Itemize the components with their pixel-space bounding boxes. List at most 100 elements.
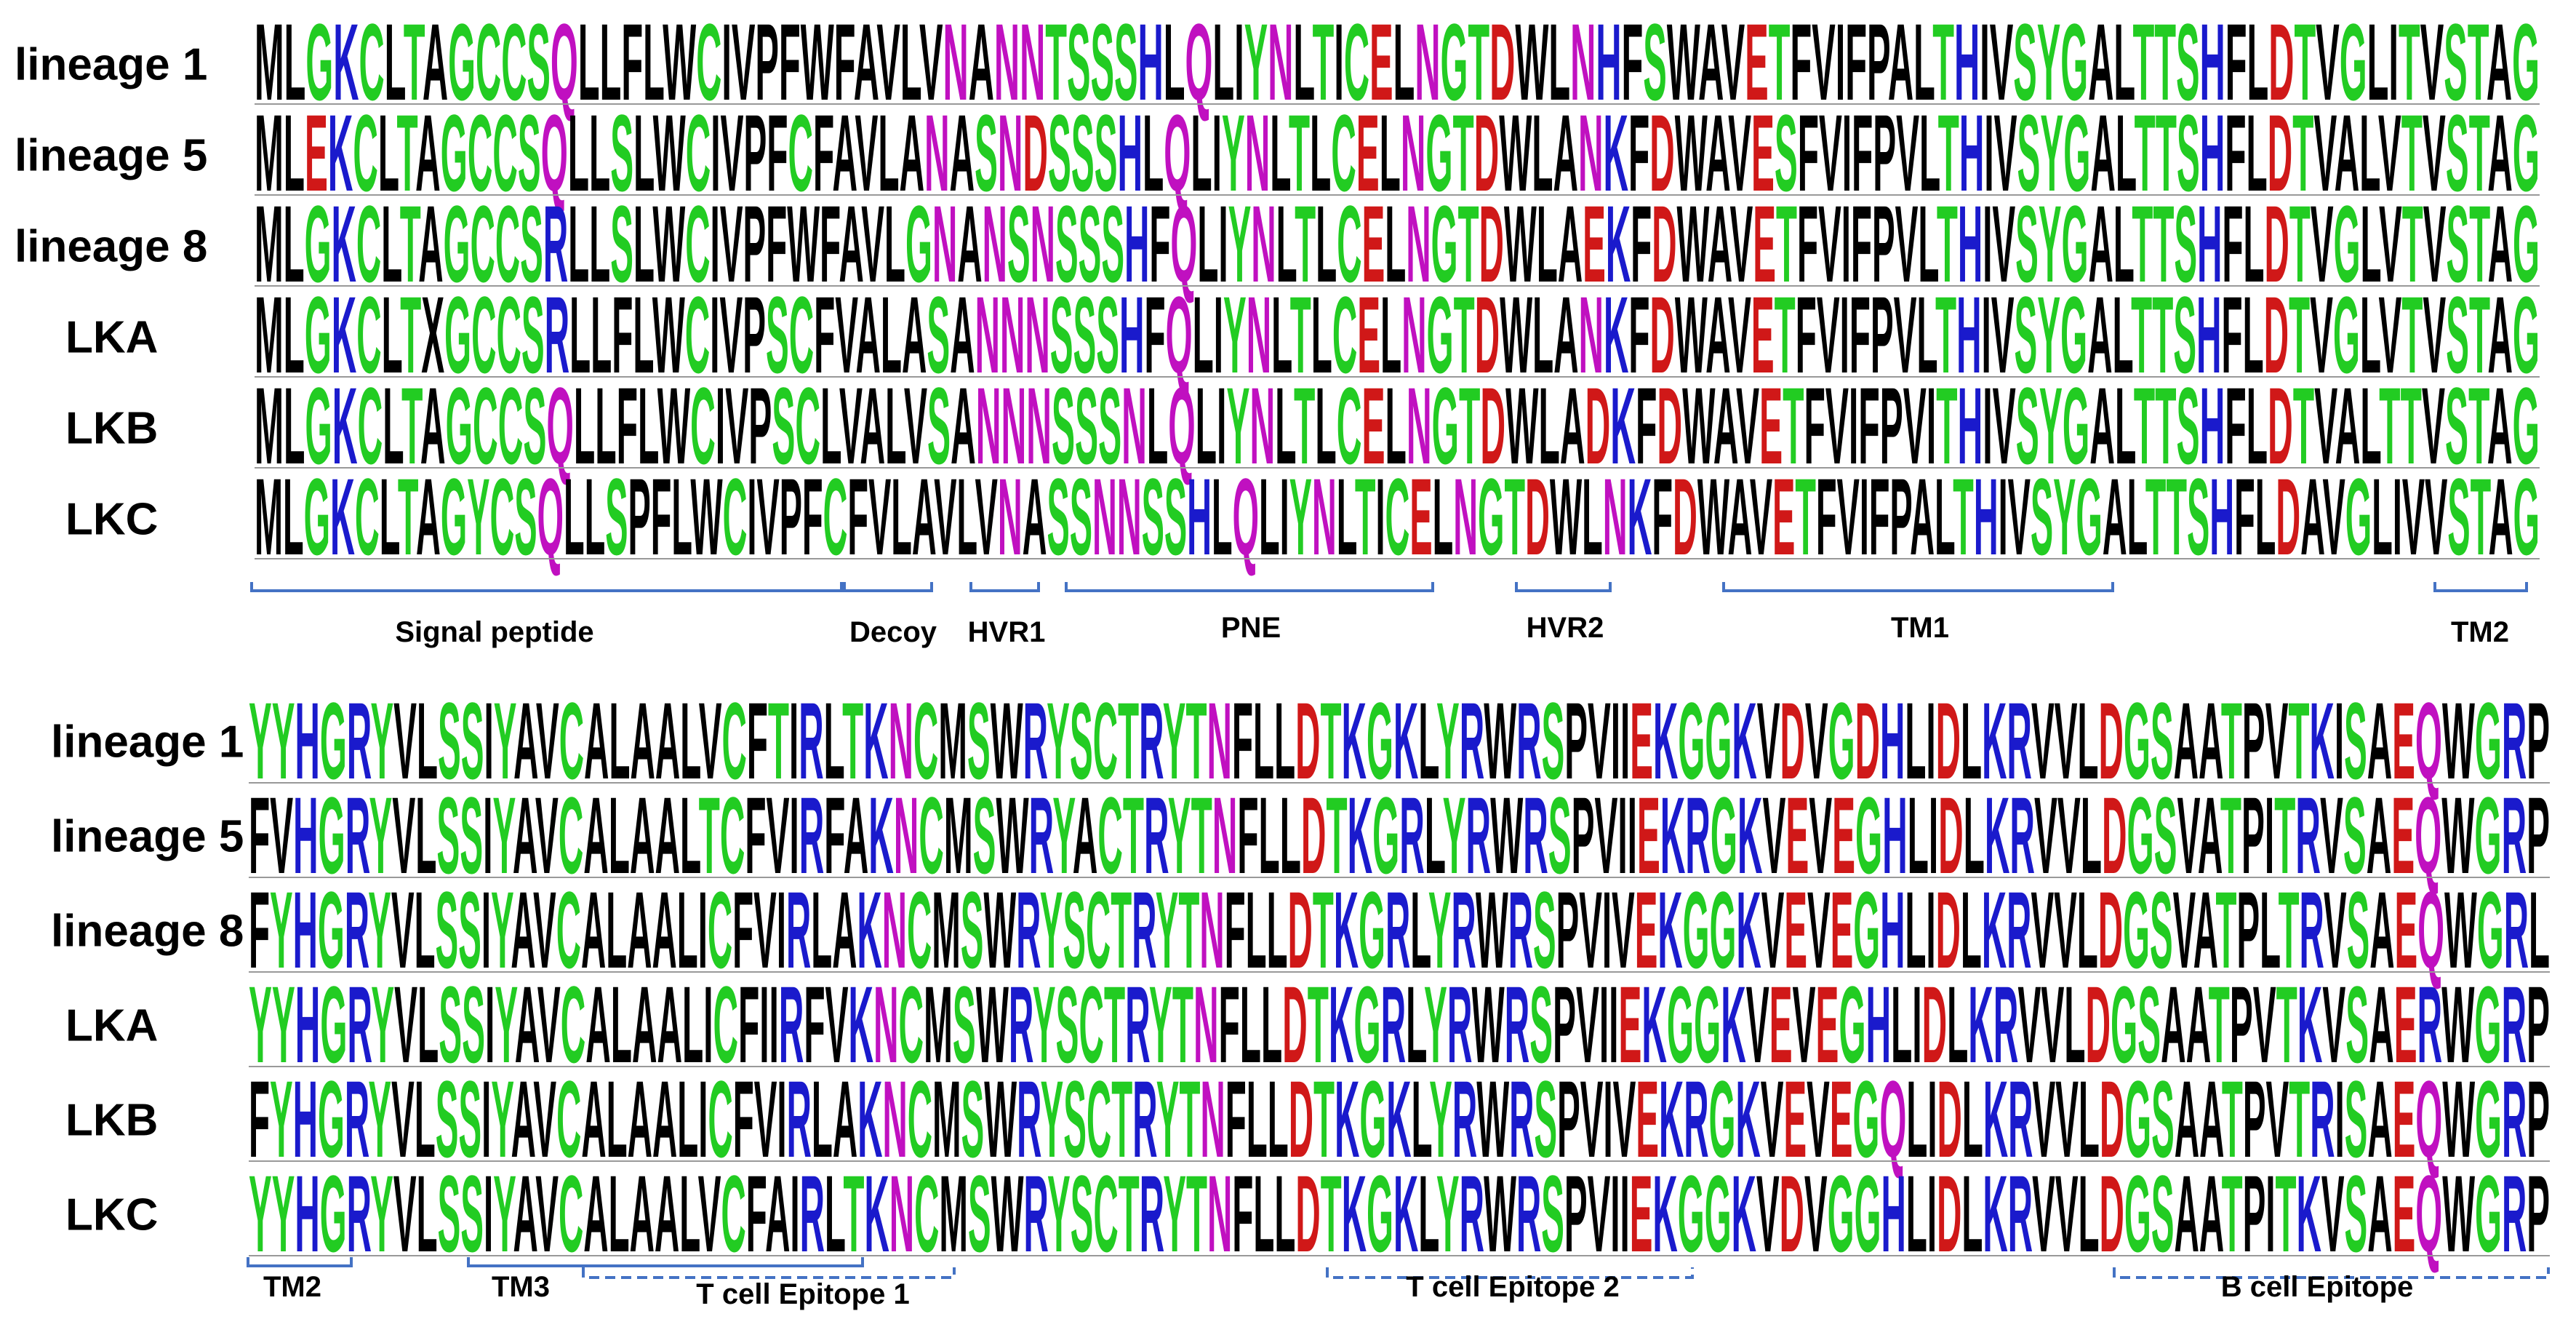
residue: A	[2175, 1058, 2199, 1180]
residue: V	[2041, 963, 2064, 1085]
residue: F	[1851, 183, 1872, 305]
residue: V	[2033, 1058, 2056, 1180]
residue: V	[2423, 92, 2446, 214]
residue: V	[392, 774, 415, 896]
residue: R	[2502, 963, 2527, 1085]
residue: T	[1111, 1058, 1132, 1180]
residue: A	[2489, 455, 2513, 578]
residue: G	[441, 455, 467, 578]
residue: G	[1683, 869, 1710, 991]
residue: P	[755, 1, 779, 123]
residue: G	[1372, 774, 1399, 896]
residue: Y	[1156, 1058, 1180, 1180]
residue: L	[2064, 963, 2085, 1085]
region-label: TM2	[263, 1271, 321, 1303]
residue: C	[559, 774, 584, 896]
residue: T	[400, 183, 421, 305]
residue: A	[2367, 1152, 2392, 1275]
residue: P	[1564, 680, 1588, 802]
residue: T	[2156, 92, 2177, 214]
residue: G	[2076, 455, 2102, 578]
residue: A	[2174, 680, 2199, 802]
residue: S	[436, 774, 460, 896]
residue: V	[1579, 869, 1602, 991]
residue: F	[1225, 1058, 1247, 1180]
residue: M	[255, 364, 284, 487]
residue: A	[950, 274, 975, 396]
residue: W	[1682, 364, 1716, 487]
residue: N	[998, 455, 1023, 578]
residue: L	[1212, 1, 1234, 123]
residue: R	[1017, 1058, 1041, 1180]
residue: G	[2513, 364, 2540, 487]
residue: L	[1913, 1, 1935, 123]
residue: I	[759, 963, 769, 1085]
residue: C	[355, 455, 380, 578]
residue: L	[881, 274, 902, 396]
residue: T	[398, 455, 418, 578]
residue: N	[1025, 274, 1049, 396]
residue: L	[1380, 274, 1401, 396]
residue: G	[905, 183, 932, 305]
residue: T	[1290, 274, 1311, 396]
residue: K	[333, 1, 359, 123]
residue: F	[1219, 963, 1240, 1085]
residue: Y	[369, 774, 392, 896]
residue: G	[2475, 680, 2502, 802]
residue: N	[1092, 455, 1117, 578]
residue: C	[1086, 869, 1111, 991]
residue: L	[2077, 680, 2098, 802]
residue: D	[2268, 92, 2293, 214]
residue: T	[1313, 1058, 1335, 1180]
residue: L	[380, 455, 399, 578]
residue: P	[780, 455, 802, 578]
residue: K	[1604, 92, 1629, 214]
residue: L	[591, 274, 612, 396]
residue: L	[600, 1, 622, 123]
residue: R	[1139, 680, 1164, 802]
residue: T	[1313, 869, 1334, 991]
residue: Y	[270, 1058, 293, 1180]
residue: T	[1783, 364, 1804, 487]
residue: L	[383, 364, 403, 487]
residue: S	[2445, 364, 2468, 487]
residue: S	[2015, 274, 2038, 396]
residue: L	[1275, 364, 1295, 487]
residue: A	[1553, 92, 1579, 214]
residue: S	[927, 274, 950, 396]
residue: S	[514, 455, 537, 578]
residue: D	[1780, 680, 1805, 802]
residue: Q	[546, 364, 573, 487]
residue: K	[332, 274, 356, 396]
residue: S	[2015, 183, 2039, 305]
residue: N	[975, 274, 1000, 396]
residue: E	[1751, 92, 1775, 214]
residue: P	[2241, 774, 2265, 896]
residue: G	[1431, 183, 1458, 305]
residue: S	[461, 680, 484, 802]
residue: R	[2008, 1058, 2033, 1180]
residue: V	[1894, 274, 1917, 396]
residue: I	[1599, 963, 1609, 1085]
residue: L	[589, 92, 610, 214]
residue: F	[612, 274, 633, 396]
residue: F	[733, 1058, 754, 1180]
residue: T	[2289, 274, 2310, 396]
residue: T	[2293, 364, 2314, 487]
residue: T	[2294, 1, 2316, 123]
residue: K	[1983, 1152, 2007, 1275]
residue: I	[2265, 774, 2274, 896]
residue: S	[927, 364, 951, 487]
residue: V	[2321, 1152, 2345, 1275]
residue: V	[1807, 1058, 1830, 1180]
residue: A	[513, 1152, 537, 1275]
residue: L	[638, 364, 658, 487]
residue: V	[2316, 1, 2340, 123]
residue: L	[609, 1152, 630, 1275]
residue: L	[1532, 92, 1553, 214]
residue: M	[939, 1152, 968, 1275]
residue: N	[1117, 455, 1142, 578]
residue: V	[535, 774, 559, 896]
residue: E	[1785, 774, 1809, 896]
residue: Q	[1170, 183, 1197, 305]
